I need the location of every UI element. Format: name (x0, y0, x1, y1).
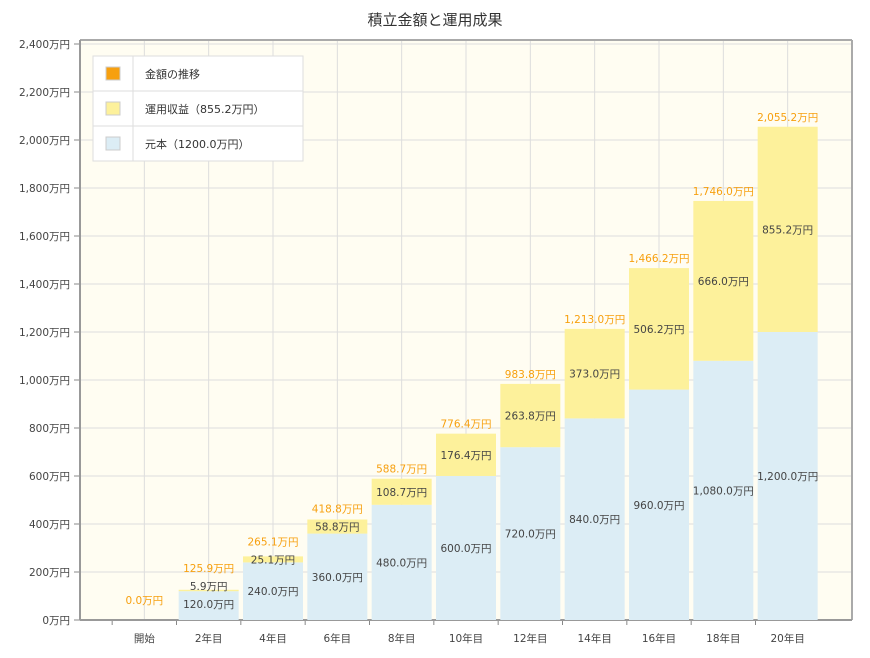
bar-label: 1,080.0万円 (693, 485, 754, 497)
bar-segment-returns (243, 556, 303, 563)
total-label: 125.9万円 (183, 563, 234, 575)
legend-label: 金額の推移 (145, 67, 200, 81)
bar-segment-principal (243, 562, 303, 620)
x-tick-label: 20年目 (770, 632, 804, 645)
total-label: 1,466.2万円 (628, 253, 689, 265)
x-tick-label: 18年目 (706, 632, 740, 645)
bar-segment-principal (564, 418, 625, 620)
x-tick-label: 10年目 (449, 632, 483, 645)
x-tick-label: 2年目 (195, 632, 223, 645)
y-tick-label: 200万円 (29, 567, 70, 579)
x-tick-label: 8年目 (388, 632, 416, 645)
y-tick-label: 0万円 (42, 615, 70, 627)
bar-label: 855.2万円 (762, 224, 813, 236)
chart-title: 積立金額と運用成果 (367, 11, 502, 29)
total-label: 418.8万円 (312, 504, 363, 516)
bar-label: 960.0万円 (633, 500, 684, 512)
bar-label: 120.0万円 (183, 599, 234, 611)
x-tick-label: 14年目 (577, 632, 611, 645)
y-tick-label: 600万円 (29, 471, 70, 483)
bar-segment-returns (757, 126, 818, 332)
legend-swatch (105, 66, 121, 81)
total-label: 983.8万円 (505, 369, 556, 381)
bar-label: 360.0万円 (312, 572, 363, 584)
legend-swatch (105, 136, 121, 151)
bar-label: 600.0万円 (440, 543, 491, 555)
y-tick-label: 400万円 (29, 519, 70, 531)
bar-label: 720.0万円 (505, 529, 556, 541)
y-tick-label: 2,000万円 (19, 135, 70, 147)
bar-segment-returns (564, 328, 625, 419)
bar-segment-principal (693, 360, 754, 620)
y-tick-label: 2,400万円 (19, 39, 70, 51)
total-label: 1,213.0万円 (564, 314, 625, 326)
legend-label: 元本（1200.0万円） (145, 137, 250, 151)
bar-label: 58.8万円 (315, 522, 359, 534)
bar-segment-principal (178, 591, 239, 620)
bar-label: 240.0万円 (247, 586, 298, 598)
x-tick-label: 12年目 (513, 632, 547, 645)
bar-label: 1,200.0万円 (757, 471, 818, 483)
y-tick-label: 1,400万円 (19, 279, 70, 291)
bar-segment-returns (500, 383, 561, 448)
bar-segment-returns (436, 433, 496, 476)
bar-segment-returns (371, 478, 432, 505)
bar-segment-returns (178, 589, 239, 592)
total-label: 265.1万円 (247, 536, 298, 548)
total-label: 2,055.2万円 (757, 112, 818, 124)
bar-segment-principal (629, 389, 689, 620)
bar-label: 480.0万円 (376, 557, 427, 569)
bar-segment-principal (757, 332, 818, 620)
y-tick-label: 800万円 (29, 423, 70, 435)
total-label: 0.0万円 (125, 595, 163, 607)
y-tick-label: 2,200万円 (19, 87, 70, 99)
bar-label: 666.0万円 (698, 276, 749, 288)
x-tick-label: 4年目 (259, 632, 287, 645)
x-tick-label: 6年目 (323, 632, 351, 645)
y-tick-label: 1,000万円 (19, 375, 70, 387)
y-tick-label: 1,600万円 (19, 231, 70, 243)
bar-label: 263.8万円 (505, 411, 556, 423)
bar-segment-principal (371, 504, 432, 620)
total-label: 776.4万円 (440, 419, 491, 431)
legend (92, 55, 304, 162)
total-label: 1,746.0万円 (693, 186, 754, 198)
bar-segment-returns (307, 519, 368, 534)
bar-label: 108.7万円 (376, 487, 427, 499)
bar-label: 5.9万円 (190, 581, 228, 593)
legend-swatch (105, 101, 121, 116)
y-tick-label: 1,800万円 (19, 183, 70, 195)
legend-label: 運用収益（855.2万円） (145, 102, 265, 116)
y-tick-label: 1,200万円 (19, 327, 70, 339)
total-label: 588.7万円 (376, 464, 427, 476)
x-tick-label: 16年目 (642, 632, 676, 645)
bar-segment-principal (436, 476, 496, 620)
bar-label: 176.4万円 (440, 450, 491, 462)
bar-segment-principal (307, 533, 368, 620)
bar-segment-returns (629, 268, 689, 390)
bar-label: 506.2万円 (633, 324, 684, 336)
bar-segment-principal (500, 447, 561, 620)
bar-label: 25.1万円 (251, 554, 295, 566)
x-tick-label: 開始 (134, 632, 155, 645)
bar-label: 840.0万円 (569, 514, 620, 526)
bar-segment-returns (693, 200, 754, 361)
bar-label: 373.0万円 (569, 369, 620, 381)
